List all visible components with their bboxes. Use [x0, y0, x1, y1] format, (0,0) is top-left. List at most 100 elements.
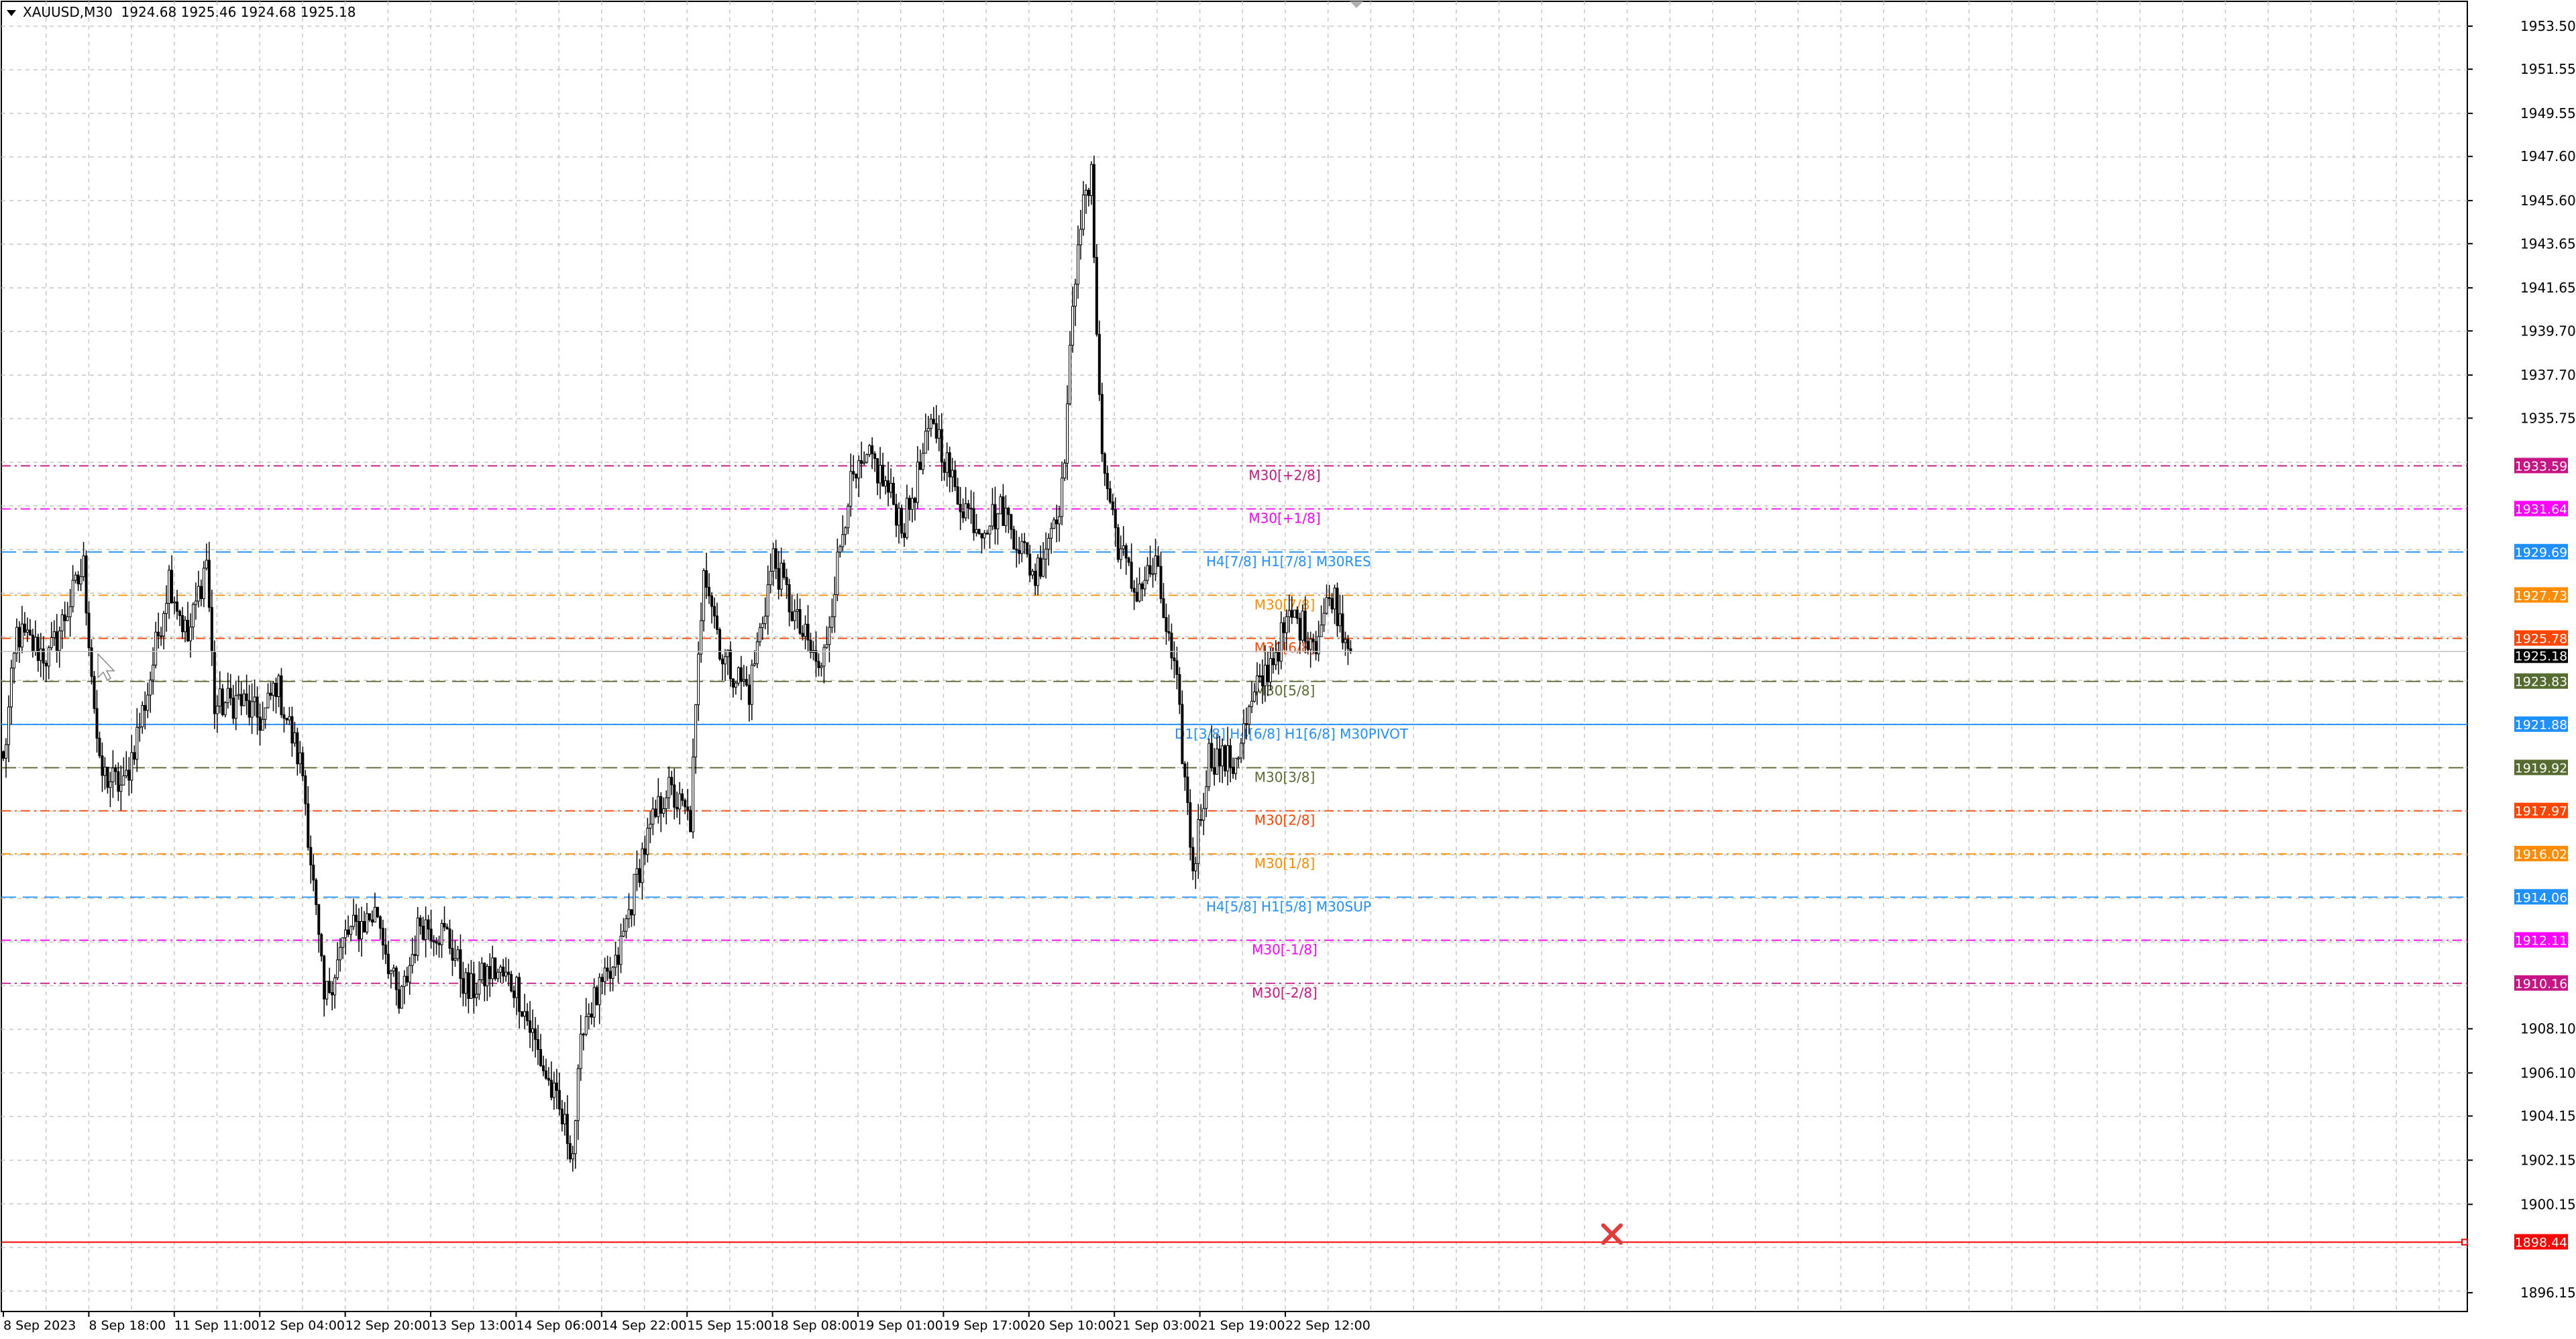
candle	[1197, 819, 1200, 864]
level-price-badge	[2514, 500, 2568, 517]
x-icon[interactable]	[1601, 1223, 1623, 1245]
candle	[186, 620, 189, 641]
candle	[392, 967, 395, 971]
level-label: M30[7/8]	[1254, 596, 1316, 612]
candle	[1245, 723, 1248, 725]
candle	[689, 810, 692, 833]
level-price-badge	[2514, 716, 2568, 732]
candle	[125, 769, 128, 776]
candle	[926, 428, 930, 432]
candle	[1287, 610, 1291, 617]
candle	[549, 1079, 553, 1098]
candle	[218, 688, 221, 706]
candle	[1224, 745, 1227, 771]
candle	[146, 694, 150, 711]
candle	[745, 679, 748, 686]
symbol-label: XAUUSD,M30	[23, 4, 113, 20]
time-label: 12 Sep 04:00	[260, 1318, 345, 1333]
candle	[1135, 592, 1138, 602]
candle	[697, 653, 700, 705]
candle	[518, 977, 521, 1012]
collapse-triangle-icon[interactable]	[7, 10, 16, 16]
candle	[304, 775, 307, 804]
candle	[734, 682, 737, 688]
candle	[771, 548, 775, 572]
candle	[657, 796, 660, 817]
candle	[1205, 786, 1208, 809]
candle	[654, 808, 657, 817]
candle	[627, 909, 631, 920]
candle	[515, 977, 519, 998]
candle	[39, 648, 42, 661]
candle	[598, 977, 601, 1006]
candle	[1023, 541, 1026, 543]
candle	[384, 945, 387, 955]
candle	[253, 696, 256, 702]
candle	[1293, 609, 1296, 618]
candle	[1338, 613, 1342, 627]
candle	[453, 958, 457, 961]
candle	[312, 864, 315, 881]
price-tick-label: 1937.70	[2520, 367, 2576, 383]
level-label: M30[1/8]	[1254, 855, 1316, 871]
candle	[670, 777, 674, 786]
level-price-badge-text: 1916.02	[2515, 847, 2568, 862]
candle	[413, 954, 417, 956]
candle	[1229, 745, 1232, 767]
stop-line-handle[interactable]	[2461, 1238, 2468, 1246]
candle	[1189, 802, 1192, 848]
chart-shift-marker-icon[interactable]	[1350, 1, 1363, 8]
price-tick-label: 1904.15	[2520, 1108, 2576, 1124]
candle	[1061, 478, 1064, 517]
candle	[1058, 516, 1061, 525]
candle	[967, 503, 970, 508]
level-price-badge-text: 1933.59	[2515, 459, 2568, 474]
candle	[713, 606, 716, 617]
candle	[114, 767, 117, 772]
plot-area	[1, 1, 2468, 1312]
candle	[1140, 583, 1144, 590]
current-price-badge-text: 1925.18	[2515, 649, 2568, 663]
candle	[595, 987, 598, 1006]
level-price-badge-text: 1919.92	[2515, 761, 2568, 775]
candle	[969, 507, 973, 510]
candle	[360, 921, 363, 940]
candle	[1053, 519, 1056, 529]
candle	[1346, 639, 1350, 649]
time-label: 11 Sep 11:00	[174, 1318, 260, 1333]
candle	[659, 796, 663, 814]
candle	[1007, 507, 1010, 515]
candle	[871, 445, 874, 454]
candle	[616, 955, 620, 965]
candle	[715, 615, 718, 630]
candle	[168, 570, 171, 604]
candle	[916, 462, 919, 503]
candle	[833, 594, 837, 617]
candle	[1255, 675, 1258, 693]
candle	[1026, 542, 1029, 555]
candle	[945, 452, 949, 473]
candle	[317, 904, 321, 935]
candle	[1330, 598, 1334, 610]
candle	[1157, 555, 1160, 567]
candle	[619, 936, 623, 965]
level-label: M30[+2/8]	[1248, 467, 1320, 483]
candle	[702, 570, 706, 621]
candle	[884, 480, 888, 487]
candle	[362, 921, 366, 932]
candle	[1173, 657, 1176, 661]
candle	[1002, 496, 1005, 526]
candle	[873, 453, 877, 460]
candle	[1344, 639, 1347, 643]
candle	[87, 612, 91, 649]
candle	[817, 661, 820, 668]
candle	[352, 914, 356, 927]
candle	[673, 784, 676, 808]
candle	[1328, 597, 1331, 599]
candle	[1132, 588, 1136, 593]
candle	[1116, 527, 1120, 560]
candle	[534, 1028, 537, 1040]
candle	[720, 658, 724, 665]
candle	[1100, 394, 1104, 454]
